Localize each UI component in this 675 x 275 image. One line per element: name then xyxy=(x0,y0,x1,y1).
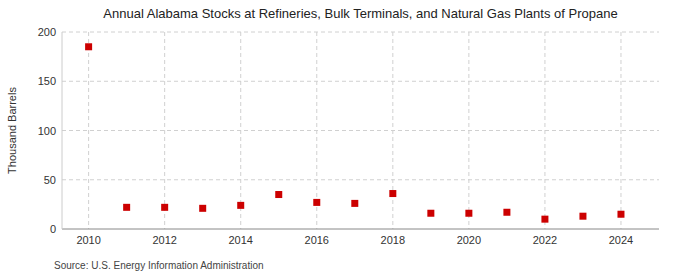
point xyxy=(161,204,168,211)
y-axis-label: Thousand Barrels xyxy=(6,87,18,174)
x-tick-label: 2016 xyxy=(305,234,329,246)
points xyxy=(85,43,624,222)
point xyxy=(123,204,130,211)
y-tick-label: 200 xyxy=(38,26,56,38)
grid-line-x xyxy=(164,32,165,229)
grid-line-x xyxy=(88,32,89,229)
point xyxy=(503,209,510,216)
y-axis-line xyxy=(62,32,63,229)
y-tick-label: 100 xyxy=(38,125,56,137)
point xyxy=(199,205,206,212)
grid-line-y xyxy=(62,32,659,33)
point xyxy=(579,213,586,220)
x-tick-label: 2020 xyxy=(457,234,481,246)
point xyxy=(427,210,434,217)
title: Annual Alabama Stocks at Refineries, Bul… xyxy=(103,6,617,21)
y-tick-label: 0 xyxy=(50,223,56,235)
grid xyxy=(62,32,659,229)
point xyxy=(275,191,282,198)
x-tick-labels: 2010 2012 2014 2016 2018 2020 2022 2024 xyxy=(76,234,633,246)
x-axis-line xyxy=(62,229,659,230)
point xyxy=(389,190,396,197)
point xyxy=(237,202,244,209)
x-tick-label: 2012 xyxy=(152,234,176,246)
point xyxy=(465,210,472,217)
grid-line-x xyxy=(620,32,621,229)
x-tick-label: 2022 xyxy=(533,234,557,246)
y-tick-labels: 0 50 100 150 200 xyxy=(38,26,56,235)
point xyxy=(85,43,92,50)
chart: 2010 2012 2014 2016 2018 2020 2022 2024 0 50 100 15… xyxy=(0,0,675,275)
point xyxy=(541,216,548,223)
y-tick-label: 50 xyxy=(44,174,56,186)
x-tick-label: 2010 xyxy=(76,234,100,246)
point xyxy=(617,211,624,218)
x-tick-label: 2018 xyxy=(381,234,405,246)
grid-line-y xyxy=(62,81,659,82)
grid-line-y xyxy=(62,130,659,131)
point xyxy=(313,199,320,206)
x-tick-label: 2024 xyxy=(609,234,633,246)
grid-line-y xyxy=(62,179,659,180)
source-note: Source: U.S. Energy Information Administ… xyxy=(54,260,264,271)
y-tick-label: 150 xyxy=(38,75,56,87)
point xyxy=(351,200,358,207)
x-tick-label: 2014 xyxy=(228,234,252,246)
